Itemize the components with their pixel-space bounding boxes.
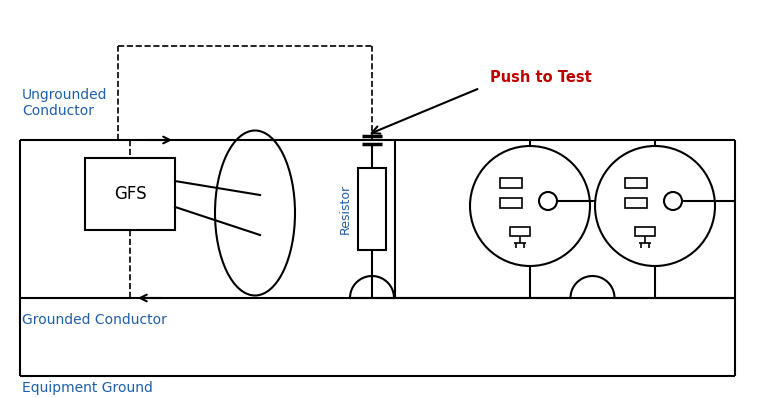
Text: Ungrounded
Conductor: Ungrounded Conductor <box>22 88 107 118</box>
Bar <box>635 227 655 236</box>
Bar <box>625 198 647 208</box>
Bar <box>500 178 522 188</box>
Bar <box>625 178 647 188</box>
Text: Resistor: Resistor <box>339 184 352 234</box>
Bar <box>500 198 522 208</box>
Text: GFS: GFS <box>114 185 147 203</box>
Text: Push to Test: Push to Test <box>490 70 592 86</box>
Bar <box>358 168 386 250</box>
Text: Equipment Ground: Equipment Ground <box>22 381 153 395</box>
Bar <box>510 227 530 236</box>
Text: Grounded Conductor: Grounded Conductor <box>22 313 167 327</box>
Bar <box>85 158 175 230</box>
